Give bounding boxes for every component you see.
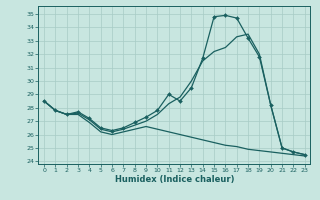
X-axis label: Humidex (Indice chaleur): Humidex (Indice chaleur): [115, 175, 234, 184]
